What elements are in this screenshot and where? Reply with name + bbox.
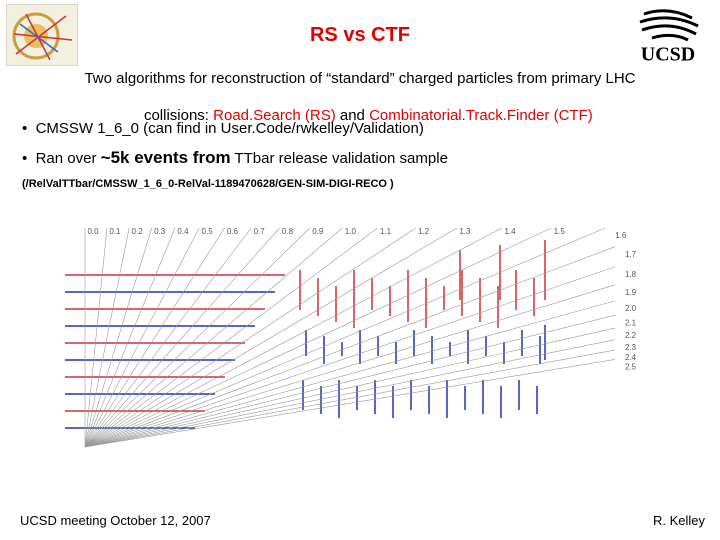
- eta-label: 0.5: [202, 227, 214, 236]
- eta-line: [84, 227, 311, 448]
- intro-line: collisions: Road.Search (RS) and Combina…: [0, 90, 720, 141]
- eta-label: 0.2: [132, 227, 144, 236]
- eta-label: 1.3: [459, 227, 471, 236]
- eta-line: [84, 314, 616, 448]
- eta-label: 2.0: [625, 304, 637, 313]
- ucsd-logo: UCSD: [639, 9, 699, 66]
- eta-line: [84, 227, 378, 448]
- eta-label: 0.9: [312, 227, 324, 236]
- intro-line: Two algorithms for reconstruction of “st…: [84, 70, 636, 87]
- eta-label: 0.0: [87, 227, 99, 236]
- eta-line: [84, 266, 616, 448]
- title: RS vs CTF: [309, 24, 411, 46]
- eta-label: 1.0: [345, 227, 357, 236]
- dataset-path: (/RelValTTbar/CMSSW_1_6_0-RelVal-1189470…: [22, 178, 394, 190]
- eta-line: [84, 227, 416, 448]
- emphasis: ~5k events from: [100, 148, 231, 167]
- eta-line: [84, 227, 108, 448]
- eta-line: [84, 227, 130, 448]
- eta-label: 1.5: [554, 227, 566, 236]
- eta-label: 0.7: [254, 227, 266, 236]
- algorithm-name: Combinatorial.Track.Finder (CTF): [369, 107, 593, 124]
- eta-label: 1.8: [625, 270, 637, 279]
- eta-label: 1.6: [615, 231, 627, 240]
- eta-line: [84, 227, 343, 448]
- eta-line: [84, 227, 252, 448]
- bullet: • CMSSW 1_6_0 (can find in User.Code/rwk…: [22, 120, 424, 137]
- eta-line: [84, 349, 616, 448]
- eta-line: [84, 300, 616, 448]
- eta-line: [84, 227, 176, 448]
- footer-left: UCSD meeting October 12, 2007: [20, 513, 211, 528]
- eta-label: 0.3: [154, 227, 166, 236]
- eta-label: 1.1: [380, 227, 392, 236]
- bullet: • Ran over ~5k events from TTbar release…: [22, 148, 448, 167]
- eta-label: 1.2: [418, 227, 430, 236]
- eta-line: [84, 227, 200, 448]
- eta-line: [84, 227, 458, 448]
- text: collisions:: [143, 107, 214, 124]
- eta-label: 2.3: [625, 343, 637, 352]
- eta-label: 2.4: [625, 353, 637, 362]
- text: and: [335, 107, 370, 124]
- eta-label: 0.1: [109, 227, 121, 236]
- eta-label: 2.2: [625, 331, 637, 340]
- text: Ran over: [35, 150, 101, 167]
- cms-logo: [6, 4, 78, 66]
- eta-line: [84, 327, 616, 448]
- text: TTbar release validation sample: [230, 150, 448, 167]
- eta-line: [84, 227, 503, 448]
- logo-text: UCSD: [641, 44, 695, 66]
- eta-label: 0.6: [227, 227, 239, 236]
- eta-label: 1.7: [625, 250, 637, 259]
- eta-line: [84, 227, 225, 448]
- eta-line: [84, 227, 552, 448]
- eta-line: [84, 227, 152, 448]
- eta-label: 0.4: [177, 227, 189, 236]
- algorithm-name: Road.Search (RS): [213, 107, 336, 124]
- eta-line: [84, 284, 616, 448]
- detector-figure: 0.0 0.1 0.2 0.3 0.4 0.5 0.6 0.7 0.8 0.9 1.0 1.1 1.2 1…: [65, 227, 637, 448]
- text: CMSSW 1_6_0 (can find in User.Code/rwkel…: [35, 120, 424, 137]
- footer-right: R. Kelley: [652, 513, 705, 528]
- eta-line: [84, 359, 616, 448]
- eta-line: [84, 227, 280, 448]
- eta-label: 0.8: [282, 227, 294, 236]
- eta-label: 2.1: [625, 318, 637, 327]
- eta-label: 1.9: [625, 288, 637, 297]
- eta-label: 2.5: [625, 363, 637, 372]
- eta-line: [84, 339, 616, 448]
- eta-label: 1.4: [504, 227, 516, 236]
- eta-line: [84, 246, 616, 448]
- eta-line: [84, 227, 606, 448]
